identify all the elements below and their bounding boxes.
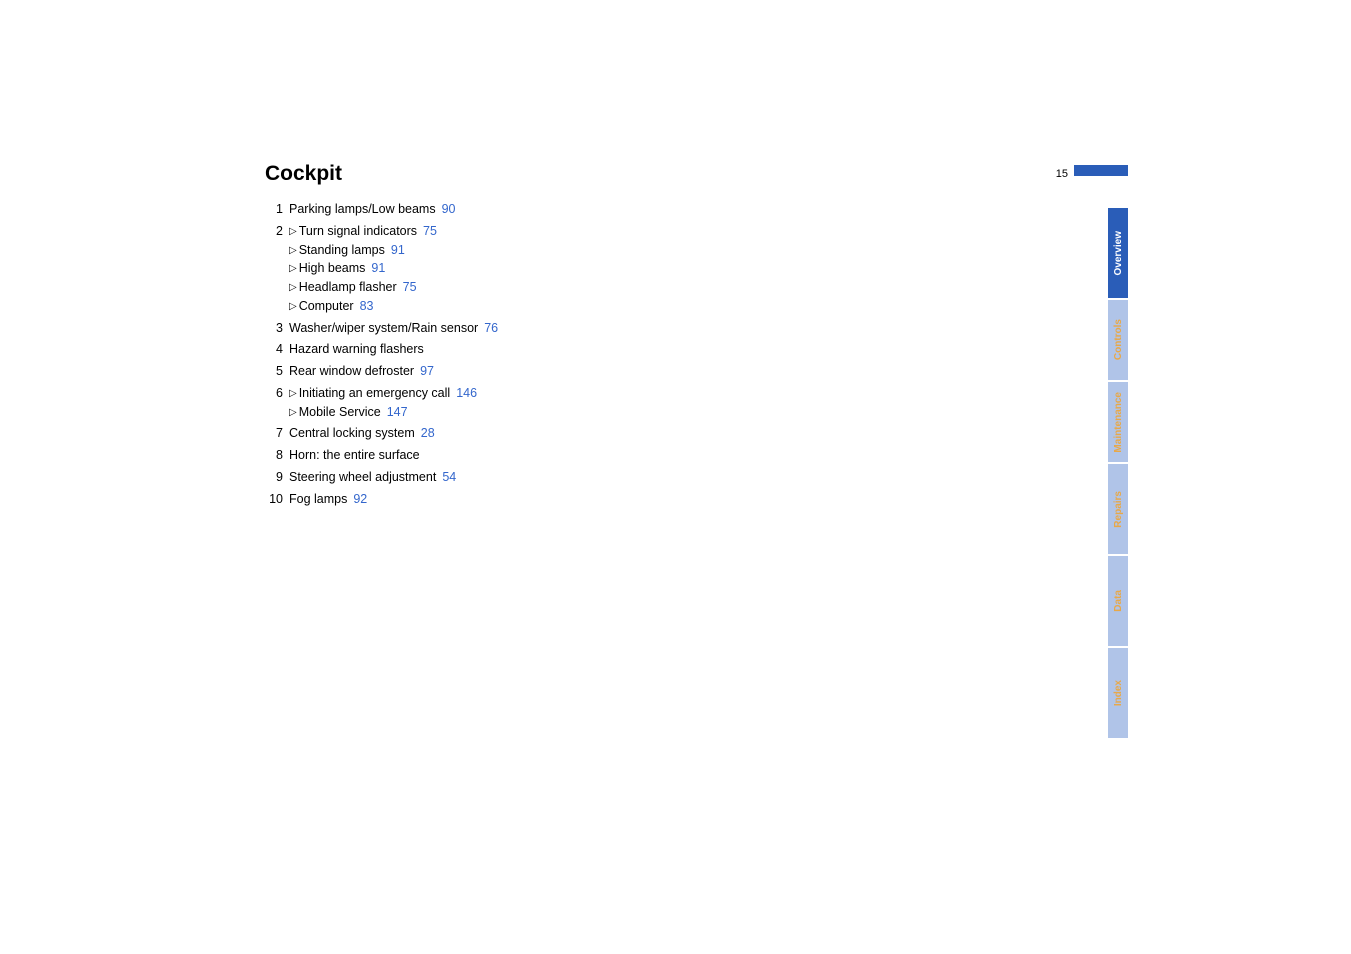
list-item: 7 Central locking system 28 bbox=[265, 424, 565, 443]
tab-label: Data bbox=[1113, 582, 1124, 620]
item-text: Horn: the entire surface bbox=[289, 448, 420, 462]
page-reference-link[interactable]: 91 bbox=[391, 243, 405, 257]
item-text: Parking lamps/Low beams bbox=[289, 202, 436, 216]
page-reference-link[interactable]: 147 bbox=[387, 405, 408, 419]
list-item: 6 ▷Initiating an emergency call 146 ▷Mobile… bbox=[265, 384, 565, 422]
tab-label: Overview bbox=[1113, 223, 1124, 283]
item-line: Horn: the entire surface bbox=[289, 446, 565, 465]
page-reference-link[interactable]: 75 bbox=[403, 280, 417, 294]
item-number: 2 bbox=[265, 222, 283, 316]
item-number: 3 bbox=[265, 319, 283, 338]
page-number: 15 bbox=[1056, 168, 1068, 180]
item-line: ▷Standing lamps 91 bbox=[289, 241, 565, 260]
section-tabs: Overview Controls Maintenance Repairs Data In… bbox=[1108, 208, 1128, 740]
page-reference-link[interactable]: 83 bbox=[360, 299, 374, 313]
tab-data[interactable]: Data bbox=[1108, 556, 1128, 648]
tab-controls[interactable]: Controls bbox=[1108, 300, 1128, 382]
item-line: Rear window defroster 97 bbox=[289, 362, 565, 381]
item-line: ▷Mobile Service 147 bbox=[289, 403, 565, 422]
tab-label: Index bbox=[1113, 672, 1124, 714]
triangle-bullet-icon: ▷ bbox=[289, 299, 297, 314]
item-line: Central locking system 28 bbox=[289, 424, 565, 443]
item-body: Steering wheel adjustment 54 bbox=[289, 468, 565, 487]
item-line: Fog lamps 92 bbox=[289, 490, 565, 509]
item-line: ▷High beams 91 bbox=[289, 259, 565, 278]
item-text: Hazard warning flashers bbox=[289, 342, 424, 356]
item-text: Rear window defroster bbox=[289, 364, 414, 378]
triangle-bullet-icon: ▷ bbox=[289, 224, 297, 239]
list-item: 5 Rear window defroster 97 bbox=[265, 362, 565, 381]
item-number: 5 bbox=[265, 362, 283, 381]
item-number: 9 bbox=[265, 468, 283, 487]
list-item: 4 Hazard warning flashers bbox=[265, 340, 565, 359]
tab-index[interactable]: Index bbox=[1108, 648, 1128, 740]
page-reference-link[interactable]: 75 bbox=[423, 224, 437, 238]
item-text: Fog lamps bbox=[289, 492, 347, 506]
item-line: Steering wheel adjustment 54 bbox=[289, 468, 565, 487]
page-reference-link[interactable]: 97 bbox=[420, 364, 434, 378]
tab-label: Repairs bbox=[1113, 483, 1124, 536]
page-reference-link[interactable]: 90 bbox=[442, 202, 456, 216]
tab-maintenance[interactable]: Maintenance bbox=[1108, 382, 1128, 464]
item-number: 8 bbox=[265, 446, 283, 465]
item-line: Washer/wiper system/Rain sensor 76 bbox=[289, 319, 565, 338]
item-body: Parking lamps/Low beams 90 bbox=[289, 200, 565, 219]
triangle-bullet-icon: ▷ bbox=[289, 405, 297, 420]
page-marker-bar bbox=[1074, 165, 1128, 176]
item-text: Mobile Service bbox=[299, 405, 381, 419]
tab-repairs[interactable]: Repairs bbox=[1108, 464, 1128, 556]
triangle-bullet-icon: ▷ bbox=[289, 280, 297, 295]
list-item: 8 Horn: the entire surface bbox=[265, 446, 565, 465]
item-body: ▷Turn signal indicators75▷Standing lamps… bbox=[289, 222, 565, 316]
item-text: Initiating an emergency call bbox=[299, 386, 450, 400]
item-text: Turn signal indicators bbox=[299, 224, 417, 238]
item-text: Steering wheel adjustment bbox=[289, 470, 436, 484]
item-line: ▷Initiating an emergency call 146 bbox=[289, 384, 565, 403]
item-body: Central locking system 28 bbox=[289, 424, 565, 443]
page-reference-link[interactable]: 28 bbox=[421, 426, 435, 440]
item-number: 4 bbox=[265, 340, 283, 359]
item-line: ▷Headlamp flasher 75 bbox=[289, 278, 565, 297]
triangle-bullet-icon: ▷ bbox=[289, 261, 297, 276]
tab-label: Controls bbox=[1113, 311, 1124, 368]
page-reference-link[interactable]: 76 bbox=[484, 321, 498, 335]
item-line: ▷Computer 83 bbox=[289, 297, 565, 316]
item-line: Hazard warning flashers bbox=[289, 340, 565, 359]
item-number: 7 bbox=[265, 424, 283, 443]
item-text: High beams bbox=[299, 261, 366, 275]
item-text: Headlamp flasher bbox=[299, 280, 397, 294]
triangle-bullet-icon: ▷ bbox=[289, 243, 297, 258]
item-line: Parking lamps/Low beams 90 bbox=[289, 200, 565, 219]
page-reference-link[interactable]: 54 bbox=[442, 470, 456, 484]
triangle-bullet-icon: ▷ bbox=[289, 386, 297, 401]
item-text: Central locking system bbox=[289, 426, 415, 440]
item-text: Washer/wiper system/Rain sensor bbox=[289, 321, 478, 335]
item-body: Horn: the entire surface bbox=[289, 446, 565, 465]
cockpit-reference-list: 1Parking lamps/Low beams902▷Turn signal … bbox=[265, 200, 565, 511]
page-reference-link[interactable]: 92 bbox=[353, 492, 367, 506]
item-body: Rear window defroster 97 bbox=[289, 362, 565, 381]
page-title: Cockpit bbox=[265, 162, 342, 186]
item-number: 1 bbox=[265, 200, 283, 219]
item-number: 6 bbox=[265, 384, 283, 422]
tab-overview[interactable]: Overview bbox=[1108, 208, 1128, 300]
item-body: Hazard warning flashers bbox=[289, 340, 565, 359]
list-item: 3 Washer/wiper system/Rain sensor 76 bbox=[265, 319, 565, 338]
item-text: Standing lamps bbox=[299, 243, 385, 257]
item-number: 10 bbox=[265, 490, 283, 509]
list-item: 10 Fog lamps 92 bbox=[265, 490, 565, 509]
page-reference-link[interactable]: 146 bbox=[456, 386, 477, 400]
list-item: 1 Parking lamps/Low beams 90 bbox=[265, 200, 565, 219]
list-item: 9 Steering wheel adjustment 54 bbox=[265, 468, 565, 487]
item-text: Computer bbox=[299, 299, 354, 313]
item-body: Fog lamps 92 bbox=[289, 490, 565, 509]
tab-label: Maintenance bbox=[1113, 384, 1124, 461]
item-line: ▷Turn signal indicators 75 bbox=[289, 222, 565, 241]
list-item: 2▷Turn signal indicators75▷Standing lamp… bbox=[265, 222, 565, 316]
page-reference-link[interactable]: 91 bbox=[371, 261, 385, 275]
item-body: ▷Initiating an emergency call 146 ▷Mobile … bbox=[289, 384, 565, 422]
item-body: Washer/wiper system/Rain sensor 76 bbox=[289, 319, 565, 338]
